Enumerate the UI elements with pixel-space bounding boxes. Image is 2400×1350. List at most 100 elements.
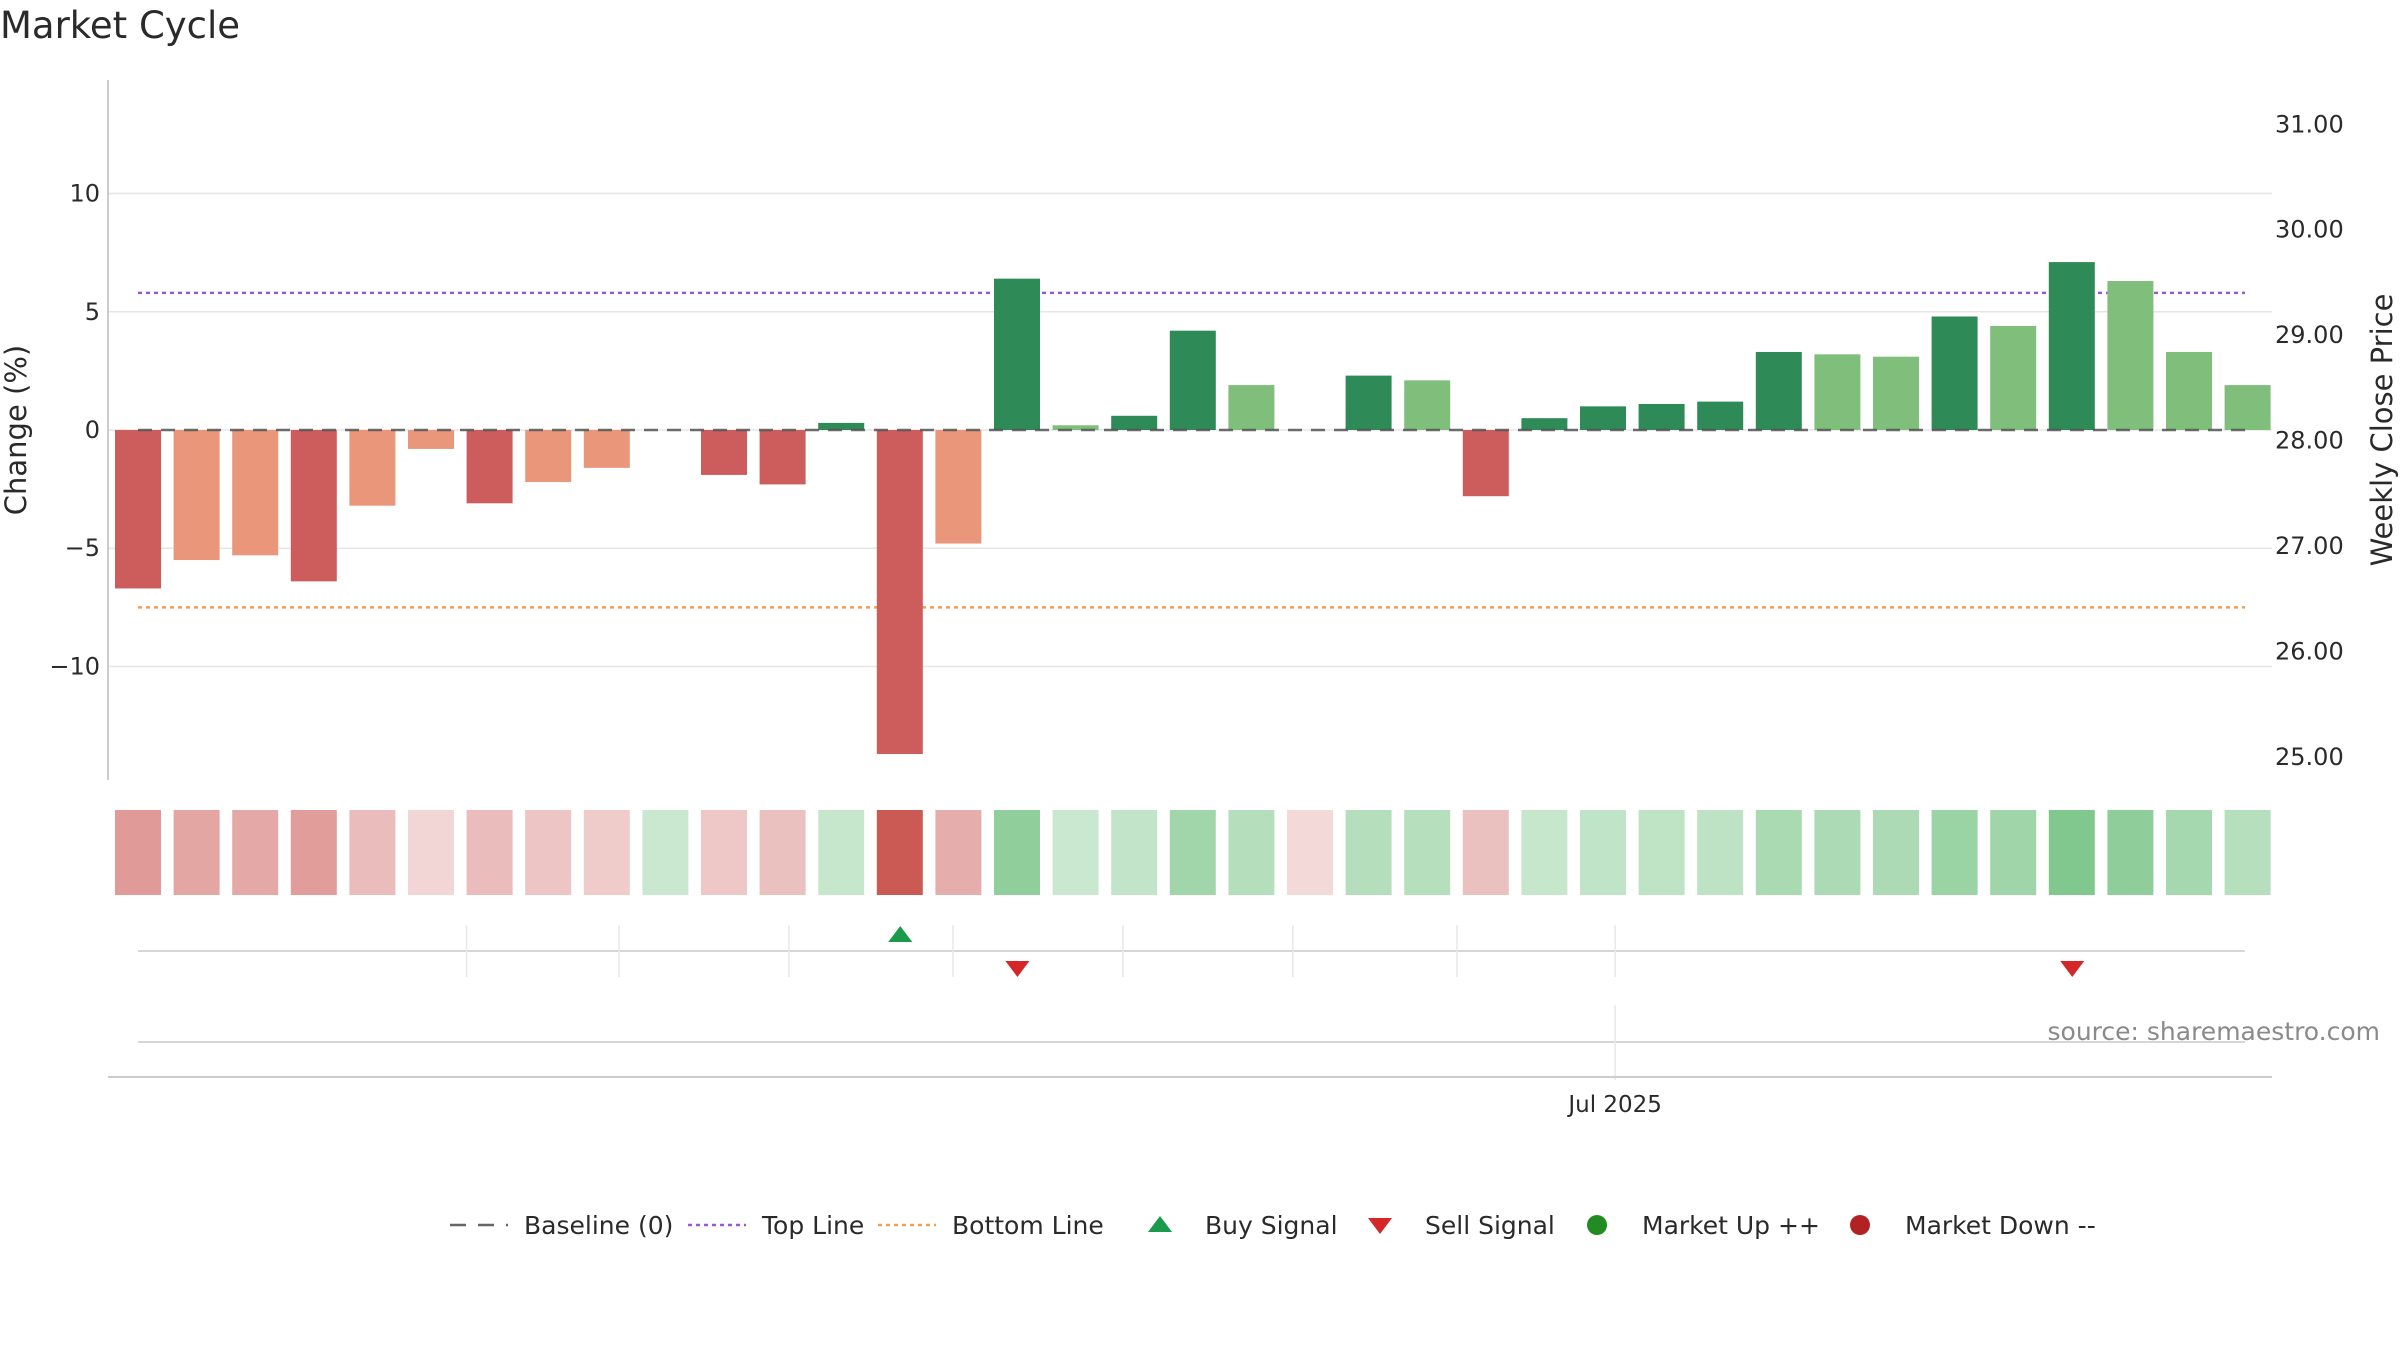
heat-strip (1462, 810, 1509, 895)
y-tick-label: 10 (69, 180, 100, 208)
heat-strip (1404, 810, 1451, 895)
heat-strip (1697, 810, 1744, 895)
bar (2224, 385, 2271, 430)
bar (1990, 325, 2037, 430)
legend-label: Baseline (0) (524, 1211, 673, 1240)
heat-strip (642, 810, 689, 895)
heat-strip (173, 810, 220, 895)
bars (115, 262, 2271, 754)
heat-strip-row (115, 810, 2271, 895)
heat-strip (1580, 810, 1626, 895)
y-tick-label: −5 (65, 534, 100, 562)
heat-strip (115, 810, 161, 895)
y2-tick-label: 26.00 (2275, 637, 2344, 665)
y-axis-label: Change (%) (0, 345, 33, 515)
bar (701, 430, 747, 475)
heat-strip (2224, 810, 2271, 895)
heat-strip (994, 810, 1040, 895)
heat-strip (466, 810, 513, 895)
y2-tick-label: 28.00 (2275, 427, 2344, 455)
heat-strip (1169, 810, 1216, 895)
bar (1755, 351, 1802, 430)
sell-signal (1005, 961, 1030, 977)
bar (1580, 406, 1626, 430)
y-tick-label: 5 (85, 298, 100, 326)
bar (1404, 380, 1451, 430)
heat-strip (1228, 810, 1275, 895)
legend-circle-icon (1587, 1215, 1607, 1235)
heat-strip (1287, 810, 1333, 895)
legend: Baseline (0) Top Line Bottom Line Buy Signa… (450, 1211, 2096, 1240)
legend-label: Top Line (761, 1211, 864, 1240)
signal-panel (108, 925, 2272, 1080)
heat-strip (759, 810, 806, 895)
heat-strip (1990, 810, 2037, 895)
bar (466, 430, 513, 504)
y-tick-label: 0 (85, 416, 100, 444)
heat-strip (232, 810, 279, 895)
bar (173, 430, 220, 561)
bar (1462, 430, 1509, 497)
bar (408, 430, 454, 449)
bar (1111, 415, 1158, 430)
bar (1638, 403, 1685, 430)
y-tick-label: −10 (49, 652, 100, 680)
bar (290, 430, 337, 582)
heat-strip (1345, 810, 1392, 895)
bar (2166, 351, 2212, 430)
heat-strip (290, 810, 337, 895)
bar (2048, 262, 2095, 430)
heat-strip (818, 810, 865, 895)
heat-strip (1873, 810, 1919, 895)
bar (1697, 401, 1744, 430)
legend-item-top: Top Line (688, 1211, 864, 1240)
legend-item-buy: Buy Signal (1148, 1211, 1338, 1240)
heat-strip (2166, 810, 2212, 895)
heat-strip (1052, 810, 1099, 895)
heat-strip (525, 810, 572, 895)
heat-strip (1755, 810, 1802, 895)
bar (876, 430, 923, 754)
heat-strip (1931, 810, 1978, 895)
y2-tick-label: 29.00 (2275, 321, 2344, 349)
bar (1931, 316, 1978, 430)
legend-triangle-down-icon (1368, 1218, 1392, 1234)
heat-strip (2107, 810, 2154, 895)
heat-strip (1638, 810, 1685, 895)
bar (583, 430, 630, 468)
y2-axis-label: Weekly Close Price (2365, 294, 2399, 567)
legend-item-sell: Sell Signal (1368, 1211, 1555, 1240)
reference-lines (138, 291, 2245, 609)
heat-strip (349, 810, 396, 895)
heat-strip (1111, 810, 1158, 895)
heat-strip (408, 810, 454, 895)
bar (232, 430, 279, 556)
y2-tick-label: 31.00 (2275, 110, 2344, 138)
legend-label: Market Up ++ (1642, 1211, 1820, 1240)
bar (1814, 354, 1861, 430)
legend-item-bottom: Bottom Line (878, 1211, 1104, 1240)
bar (935, 430, 982, 544)
bar (349, 430, 396, 506)
bar (1521, 418, 1568, 430)
legend-circle-icon (1850, 1215, 1870, 1235)
source-note: source: sharemaestro.com (2048, 1017, 2381, 1046)
y2-tick-label: 30.00 (2275, 216, 2344, 244)
legend-label: Market Down -- (1905, 1211, 2096, 1240)
heat-strip (1521, 810, 1568, 895)
bar (1228, 385, 1275, 430)
legend-label: Buy Signal (1205, 1211, 1338, 1240)
heat-strip (583, 810, 630, 895)
sell-signal (2060, 961, 2085, 977)
legend-triangle-up-icon (1148, 1216, 1172, 1232)
heat-strip (1814, 810, 1861, 895)
heat-strip (935, 810, 982, 895)
legend-item-down: Market Down -- (1850, 1211, 2096, 1240)
bar (1169, 330, 1216, 430)
legend-label: Bottom Line (952, 1211, 1104, 1240)
bar (1873, 356, 1919, 430)
x-tick-label: Jul 2025 (1566, 1092, 1662, 1118)
heat-strip (876, 810, 923, 895)
legend-item-up: Market Up ++ (1587, 1211, 1820, 1240)
buy-signal (888, 926, 913, 942)
